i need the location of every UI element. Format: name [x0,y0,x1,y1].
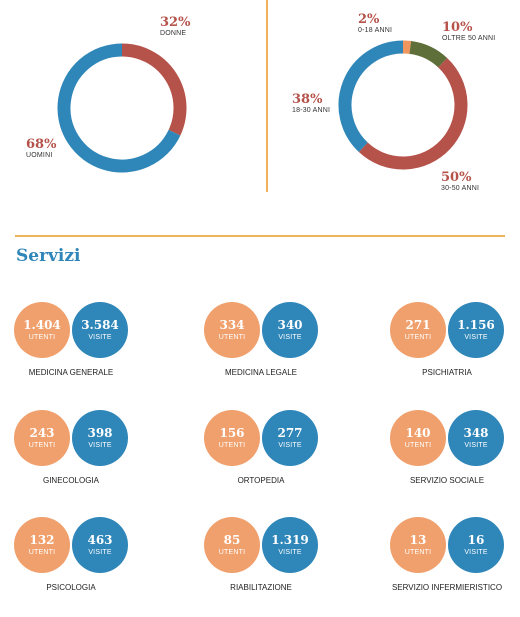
gender-donut-chart [0,0,266,200]
visite-count: 340 [277,319,302,332]
utenti-label: UTENTI [29,548,55,557]
utenti-label: UTENTI [405,441,431,450]
donut-slice-18-30-anni [345,47,403,147]
visite-label: VISITE [464,333,487,342]
utenti-label: UTENTI [29,441,55,450]
age-0-18-label: 0-18 ANNI [358,27,392,35]
utenti-count: 85 [224,534,241,547]
age-label-over-50: 10% OLTRE 50 ANNI [442,21,495,43]
utenti-count: 13 [410,534,427,547]
visite-label: VISITE [88,441,111,450]
men-percent: 68% [26,138,56,152]
age-18-30-percent: 38% [292,93,330,107]
horizontal-divider [15,235,505,237]
age-18-30-label: 18-30 ANNI [292,107,330,115]
visite-count: 16 [468,534,485,547]
age-over-50-label: OLTRE 50 ANNI [442,35,495,43]
visite-count: 1.319 [271,534,309,547]
utenti-count: 156 [219,427,244,440]
visite-label: VISITE [88,333,111,342]
visite-label: VISITE [278,548,301,557]
service-name: PSICOLOGIA [0,583,142,592]
visite-label: VISITE [88,548,111,557]
utenti-label: UTENTI [219,548,245,557]
section-title-services: Servizi [16,246,81,266]
utenti-label: UTENTI [29,333,55,342]
utenti-count: 132 [29,534,54,547]
visite-label: VISITE [464,548,487,557]
visite-count: 348 [463,427,488,440]
age-0-18-percent: 2% [358,13,392,27]
service-name: SERVIZIO SOCIALE [376,476,518,485]
visite-count: 277 [277,427,302,440]
women-percent: 32% [160,16,190,30]
men-label: UOMINI [26,152,56,160]
visite-label: VISITE [464,441,487,450]
age-30-50-label: 30-50 ANNI [441,185,479,193]
utenti-count: 334 [219,319,244,332]
utenti-label: UTENTI [219,441,245,450]
utenti-count: 140 [405,427,430,440]
service-name: MEDICINA GENERALE [0,368,142,377]
visite-label: VISITE [278,441,301,450]
age-label-0-18: 2% 0-18 ANNI [358,13,392,35]
utenti-label: UTENTI [405,548,431,557]
visite-count: 1.156 [457,319,495,332]
service-name: SERVIZIO INFERMIERISTICO [376,583,518,592]
service-name: RIABILITAZIONE [190,583,332,592]
gender-label-men: 68% UOMINI [26,138,56,160]
age-label-18-30: 38% 18-30 ANNI [292,93,330,115]
age-30-50-percent: 50% [441,171,479,185]
age-over-50-percent: 10% [442,21,495,35]
gender-label-women: 32% DONNE [160,16,190,38]
visite-count: 398 [87,427,112,440]
service-name: MEDICINA LEGALE [190,368,332,377]
utenti-count: 271 [405,319,430,332]
visite-count: 463 [87,534,112,547]
service-name: PSICHIATRIA [376,368,518,377]
visite-label: VISITE [278,333,301,342]
utenti-count: 1.404 [23,319,61,332]
service-name: ORTOPEDIA [190,476,332,485]
donut-slice-donne [122,50,180,133]
service-name: GINECOLOGIA [0,476,142,485]
donut-slice-30-50-anni [363,63,461,163]
women-label: DONNE [160,30,190,38]
utenti-count: 243 [29,427,54,440]
visite-count: 3.584 [81,319,119,332]
utenti-label: UTENTI [219,333,245,342]
utenti-label: UTENTI [405,333,431,342]
donut-slice-oltre-50-anni [410,47,442,62]
age-label-30-50: 50% 30-50 ANNI [441,171,479,193]
